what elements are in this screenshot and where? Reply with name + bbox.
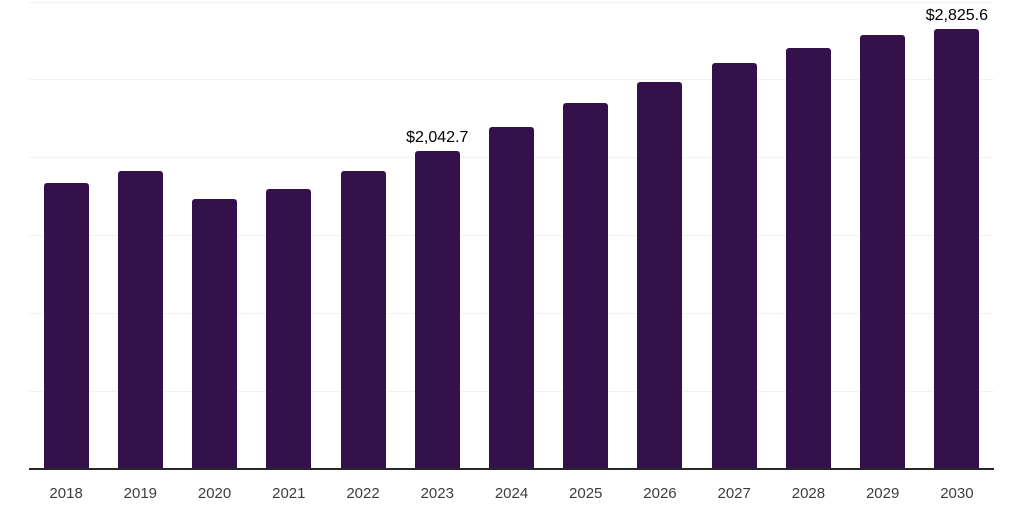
bar-2027 [711, 63, 757, 469]
x-axis-label-2022: 2022 [346, 485, 380, 502]
x-axis-label-2026: 2026 [643, 485, 677, 502]
data-label-2023: $2,042.7 [406, 128, 469, 146]
bar-2025 [563, 102, 609, 469]
gridline-2500 [29, 79, 994, 81]
x-axis-label-2027: 2027 [717, 485, 751, 502]
x-axis-label-2024: 2024 [494, 485, 529, 502]
bar-2022 [340, 171, 386, 469]
gridline-3000 [29, 1, 994, 3]
bar-2024 [489, 126, 534, 469]
bar-2018 [43, 183, 89, 469]
x-axis-label-2023: 2023 [420, 485, 454, 502]
x-axis-label-2019: 2019 [123, 485, 158, 502]
bar-2028 [785, 48, 831, 469]
bar-2029 [860, 35, 906, 469]
x-axis-label-2020: 2020 [197, 485, 232, 502]
bar-2026 [637, 81, 683, 469]
bar-2020 [192, 198, 238, 469]
x-axis-label-2021: 2021 [272, 485, 306, 502]
x-axis-line [29, 468, 994, 470]
x-axis-label-2018: 2018 [49, 485, 83, 502]
data-label-2030: $2,825.6 [925, 6, 989, 24]
x-axis-label-2028: 2028 [791, 485, 826, 502]
bar-2021 [266, 188, 312, 469]
x-axis-label-2029: 2029 [865, 485, 900, 502]
bar-2023 [414, 150, 460, 469]
x-axis-label-2025: 2025 [569, 485, 603, 502]
x-axis-label-2030: 2030 [940, 485, 974, 502]
bar-2019 [117, 171, 163, 469]
bar-2030 [934, 28, 980, 469]
